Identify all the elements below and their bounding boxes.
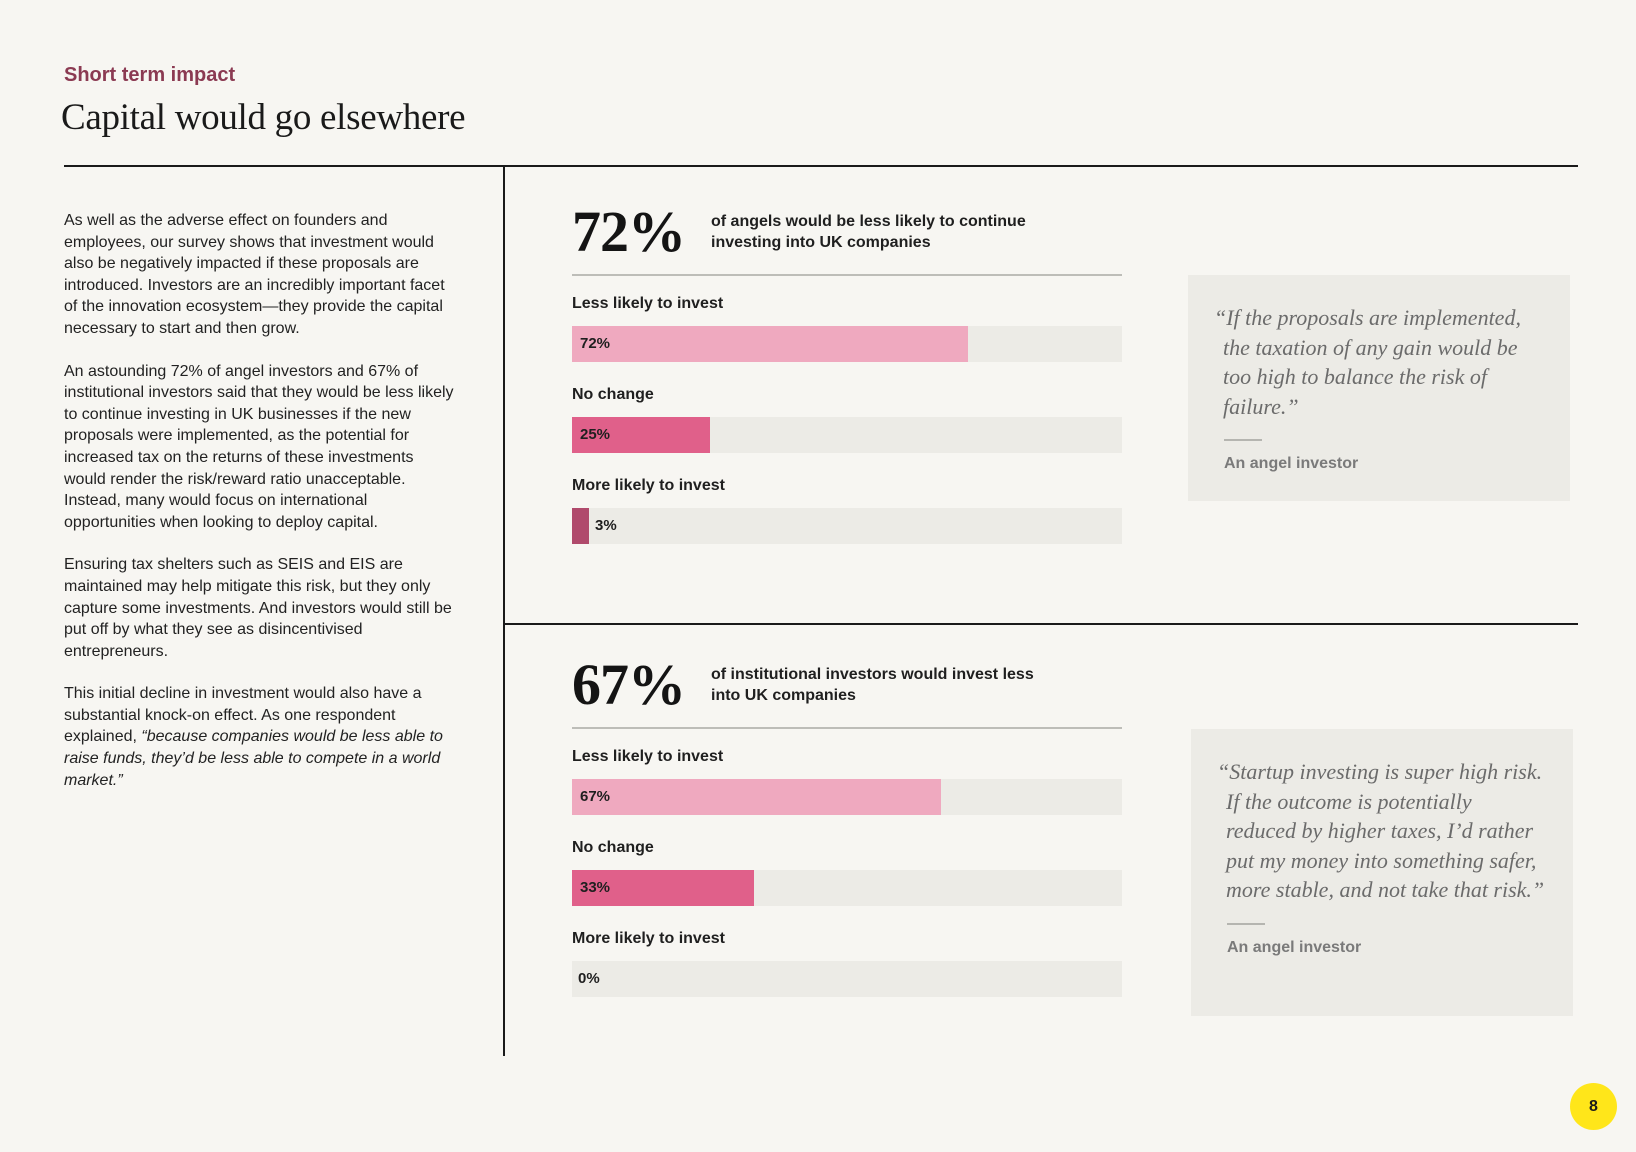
bar-row: No change 33%: [572, 838, 1122, 906]
quote-dash: [1227, 922, 1265, 925]
headline-stat: 67%: [572, 652, 686, 717]
bar: [572, 326, 968, 362]
headline-stat: 72%: [572, 199, 686, 264]
bar: [572, 508, 589, 544]
quote-dash: [1224, 439, 1262, 441]
page-number-badge: 8: [1570, 1083, 1617, 1130]
bar-value-label: 0%: [578, 970, 600, 987]
bar-value-label: 72%: [580, 335, 611, 352]
bar-track: 33%: [572, 870, 1122, 906]
middle-divider: [504, 623, 1578, 625]
quote-attribution: An angel investor: [1224, 455, 1359, 472]
bar-track: 67%: [572, 779, 1122, 815]
stat-description: of angels would be less likely to contin…: [711, 213, 1026, 251]
body-paragraph: This initial decline in investment would…: [64, 683, 459, 791]
body-paragraph: As well as the adverse effect on founder…: [64, 212, 445, 337]
bar-track: 3%: [572, 508, 1122, 544]
bar-label: Less likely to invest: [572, 748, 724, 765]
bar: [572, 417, 710, 453]
bar-value-label: 25%: [580, 426, 611, 443]
section-kicker: Short term impact: [64, 64, 236, 86]
pull-quote: “Startup investing is super high risk. I…: [1191, 729, 1573, 1016]
quote-text: “Startup investing is super high risk. I…: [1217, 759, 1545, 902]
bar-track: 25%: [572, 417, 1122, 453]
bar-row: No change 25%: [572, 385, 1122, 453]
body-paragraph: Ensuring tax shelters such as SEIS and E…: [64, 556, 452, 660]
body-paragraph-lead: This initial decline in investment would…: [64, 685, 422, 746]
bar-value-label: 3%: [595, 517, 617, 534]
bar-label: No change: [572, 839, 654, 856]
stat-description: of institutional investors would invest …: [711, 666, 1034, 704]
bar-label: No change: [572, 386, 654, 403]
body-paragraph: An astounding 72% of angel investors and…: [64, 362, 454, 531]
bar-track: 72%: [572, 326, 1122, 362]
bar-row: Less likely to invest 67%: [572, 747, 1122, 815]
bar-label: More likely to invest: [572, 477, 725, 494]
bar-group: Less likely to invest 67% No change 33% …: [572, 747, 1122, 1020]
bar-label: Less likely to invest: [572, 295, 724, 312]
bar: [572, 870, 754, 906]
bar: [572, 779, 941, 815]
bar-row: More likely to invest 0%: [572, 929, 1122, 997]
bar-label: More likely to invest: [572, 930, 725, 947]
bar-value-label: 67%: [580, 788, 611, 805]
quote-attribution: An angel investor: [1227, 938, 1362, 956]
pull-quote: “If the proposals are implemented, the t…: [1188, 275, 1570, 501]
page-title: Capital would go elsewhere: [61, 97, 466, 138]
bar-track: 0%: [572, 961, 1122, 997]
bar-value-label: 33%: [580, 879, 611, 896]
column-divider: [503, 166, 505, 1056]
bar-row: More likely to invest 3%: [572, 476, 1122, 544]
quote-text: “If the proposals are implemented, the t…: [1214, 305, 1521, 419]
body-text: As well as the adverse effect on founder…: [64, 210, 459, 812]
stat-divider: [572, 274, 1122, 276]
respondent-quote: “because companies would be less able to…: [64, 728, 443, 789]
stat-divider: [572, 727, 1122, 729]
top-divider: [64, 165, 1578, 167]
bar-row: Less likely to invest 72%: [572, 294, 1122, 362]
bar-group: Less likely to invest 72% No change 25% …: [572, 294, 1122, 567]
